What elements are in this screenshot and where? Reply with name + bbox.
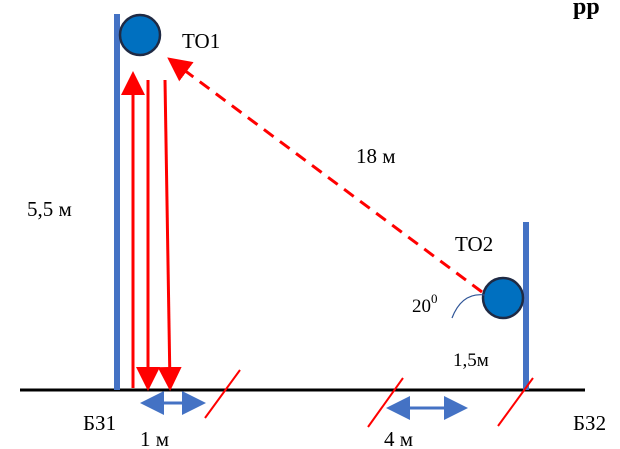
ray-down-right bbox=[157, 79, 182, 391]
bz1-label: БЗ1 bbox=[83, 411, 116, 435]
angle-value: 20 bbox=[412, 296, 431, 317]
tick-mark-2 bbox=[367, 377, 404, 428]
to1-label: ТО1 bbox=[182, 29, 220, 53]
title-fragment: рр bbox=[573, 0, 600, 20]
dist-4m-label: 4 м bbox=[384, 427, 413, 449]
height-left-label: 5,5 м bbox=[27, 197, 72, 221]
diagonal-distance-label: 18 м bbox=[356, 144, 396, 168]
dist-1m-label: 1 м bbox=[140, 427, 169, 449]
tick-mark-1 bbox=[204, 369, 241, 419]
bz2-label: БЗ2 bbox=[573, 411, 606, 435]
to2-ball bbox=[481, 276, 525, 320]
tick-mark-3 bbox=[497, 377, 534, 427]
angle-arc bbox=[451, 294, 486, 319]
angle-label: 200 bbox=[412, 291, 438, 317]
angle-degree: 0 bbox=[431, 291, 438, 306]
diagonal-ray bbox=[167, 57, 483, 294]
to1-ball bbox=[118, 13, 162, 57]
height-right-label: 1,5м bbox=[453, 350, 489, 371]
to2-label: ТО2 bbox=[455, 232, 493, 256]
